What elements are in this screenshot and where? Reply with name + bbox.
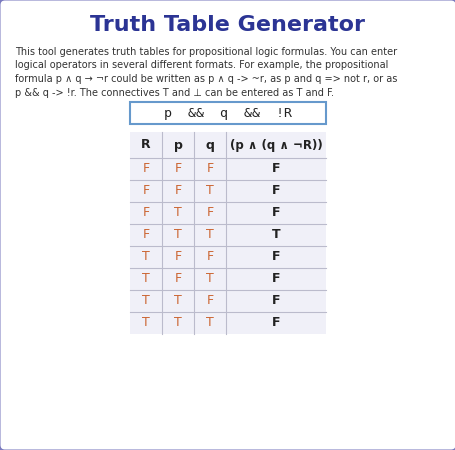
FancyBboxPatch shape: [130, 102, 325, 124]
Text: Truth Table Generator: Truth Table Generator: [90, 15, 365, 35]
Text: T: T: [206, 316, 213, 329]
Text: T: T: [142, 316, 150, 329]
Text: p: p: [173, 139, 182, 152]
Text: T: T: [174, 316, 182, 329]
Text: F: F: [206, 294, 213, 307]
Text: F: F: [271, 251, 280, 264]
Text: F: F: [142, 229, 149, 242]
Text: p  &&  q  &&  !R: p && q && !R: [164, 107, 291, 120]
Text: T: T: [142, 251, 150, 264]
Text: T: T: [142, 294, 150, 307]
Text: T: T: [206, 184, 213, 198]
Text: F: F: [174, 184, 181, 198]
Text: q: q: [205, 139, 214, 152]
Text: F: F: [174, 162, 181, 176]
Text: (p ∧ (q ∧ ¬R)): (p ∧ (q ∧ ¬R)): [229, 139, 322, 152]
Text: F: F: [206, 162, 213, 176]
Text: T: T: [206, 229, 213, 242]
Text: T: T: [206, 273, 213, 285]
Text: T: T: [142, 273, 150, 285]
Text: F: F: [206, 251, 213, 264]
Text: T: T: [271, 229, 280, 242]
Text: F: F: [271, 294, 280, 307]
Text: This tool generates truth tables for propositional logic formulas. You can enter: This tool generates truth tables for pro…: [15, 47, 396, 57]
Text: logical operators in several different formats. For example, the propositional: logical operators in several different f…: [15, 60, 388, 71]
Text: p && q -> !r. The connectives T and ⊥ can be entered as T and F.: p && q -> !r. The connectives T and ⊥ ca…: [15, 87, 333, 98]
Text: F: F: [271, 273, 280, 285]
Bar: [130, 132, 325, 334]
Text: T: T: [174, 229, 182, 242]
Text: F: F: [174, 273, 181, 285]
Text: F: F: [271, 184, 280, 198]
Text: F: F: [142, 207, 149, 220]
Text: F: F: [142, 162, 149, 176]
Text: formula p ∧ q → ¬r could be written as p ∧ q -> ~r, as p and q => not r, or as: formula p ∧ q → ¬r could be written as p…: [15, 74, 396, 84]
Text: T: T: [174, 294, 182, 307]
Text: F: F: [271, 162, 280, 176]
Text: T: T: [174, 207, 182, 220]
Text: F: F: [206, 207, 213, 220]
Text: R: R: [141, 139, 151, 152]
Text: F: F: [174, 251, 181, 264]
Text: F: F: [271, 316, 280, 329]
Text: F: F: [142, 184, 149, 198]
Text: F: F: [271, 207, 280, 220]
